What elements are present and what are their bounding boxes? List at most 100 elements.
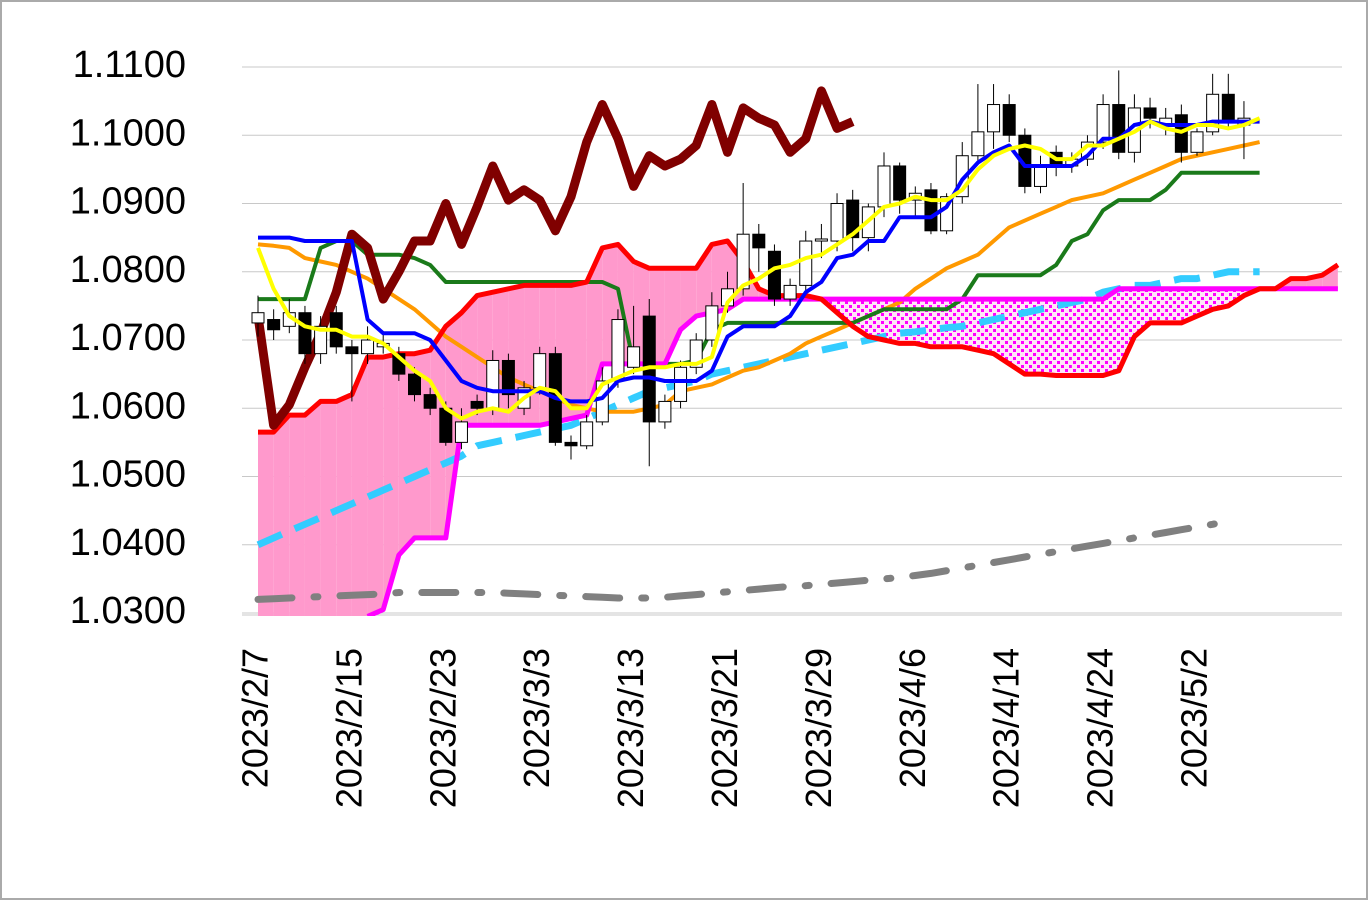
candle-body (361, 339, 375, 355)
y-tick-label: 1.0700 (70, 317, 186, 359)
cloud (1165, 288, 1182, 323)
grid (242, 66, 1342, 616)
x-tick-label: 2023/2/23 (422, 648, 463, 808)
cloud (273, 415, 290, 616)
x-tick-label: 2023/5/2 (1174, 648, 1215, 788)
cloud (1071, 299, 1088, 376)
cloud (946, 299, 963, 347)
x-tick-label: 2023/4/14 (986, 648, 1027, 808)
candle-body (627, 346, 641, 368)
candle-body (1221, 93, 1235, 123)
y-tick-label: 1.1000 (70, 112, 186, 154)
cloud (837, 299, 853, 327)
cloud (1009, 299, 1025, 375)
candle-body (298, 312, 312, 355)
cloud (899, 299, 916, 344)
cloud (351, 357, 368, 616)
candle-body (345, 346, 359, 355)
y-tick-label: 1.0800 (70, 249, 186, 291)
candle-body (1190, 131, 1204, 153)
cloud (258, 432, 274, 616)
x-tick-label: 2023/3/29 (798, 648, 839, 808)
candle-body (658, 400, 672, 423)
candle-body (846, 199, 860, 239)
line (253, 86, 855, 430)
candle-body (767, 250, 781, 300)
candle-body (705, 305, 719, 341)
plot-area (251, 70, 1340, 616)
candle-body (1034, 165, 1047, 187)
candle-body (611, 319, 625, 382)
cloud (930, 299, 947, 347)
cloud (461, 295, 478, 426)
candle-body (799, 240, 813, 286)
candle-body (470, 400, 484, 409)
cloud (383, 353, 399, 610)
x-tick-label: 2023/2/15 (328, 648, 369, 808)
x-tick-label: 2023/3/3 (516, 648, 557, 788)
candle-body (486, 359, 500, 409)
cloud (430, 326, 446, 538)
y-tick-label: 1.0300 (70, 590, 186, 632)
cloud (664, 268, 681, 364)
cloud (1087, 299, 1104, 376)
candle-body (877, 165, 891, 208)
cloud (367, 357, 384, 616)
cloud (1212, 288, 1229, 310)
cloud (304, 401, 321, 616)
candle-body (971, 131, 985, 157)
candle-body (564, 441, 578, 447)
x-tick-label: 2023/4/6 (892, 648, 933, 788)
candle-body (736, 233, 750, 290)
cloud (1150, 288, 1166, 323)
cloud (571, 281, 587, 419)
candle-body (251, 312, 265, 324)
candle-body (893, 165, 907, 201)
candle-body (454, 421, 468, 443)
cloud (1024, 299, 1041, 375)
x-tick-label: 2023/3/21 (704, 648, 745, 808)
cloud (1181, 288, 1197, 323)
line (258, 170, 1260, 366)
candle-body (674, 366, 688, 402)
candle-body (580, 421, 594, 447)
candle-body (1096, 104, 1110, 143)
y-tick-label: 1.1100 (73, 44, 186, 86)
axis-labels: 1.0300 1.0400 1.0500 1.0600 1.0700 1.0800 1.09… (70, 44, 1215, 808)
line (258, 119, 1260, 404)
y-tick-label: 1.0500 (70, 454, 186, 496)
cloud (1056, 299, 1072, 376)
cloud (289, 415, 305, 616)
candle-body (501, 359, 515, 396)
cloud (962, 299, 978, 351)
cloud (977, 299, 994, 354)
x-tick-label: 2023/3/13 (610, 648, 651, 808)
cloud (1118, 288, 1135, 371)
candle-body (533, 353, 547, 389)
candle-body (987, 104, 1001, 133)
line (257, 140, 1261, 414)
candle-body (1143, 107, 1157, 119)
cloud (696, 244, 712, 317)
candle-body (830, 203, 844, 242)
candle-body (423, 394, 437, 409)
cloud (1290, 278, 1307, 289)
candle-body (267, 319, 281, 331)
line (366, 286, 1338, 616)
cloud (445, 312, 462, 538)
candle-body (752, 233, 766, 249)
y-tick-label: 1.0400 (70, 522, 186, 564)
line (254, 517, 1232, 603)
cloud (915, 299, 931, 347)
line (256, 268, 1260, 549)
candle-body (408, 373, 421, 396)
y-tick-label: 1.0600 (70, 385, 186, 427)
cloud (398, 353, 415, 555)
candle-body (924, 189, 938, 232)
cloud (680, 268, 697, 330)
candle-body (314, 325, 328, 355)
line (258, 238, 1340, 435)
cloud (1322, 264, 1338, 289)
x-tick-label: 2023/2/7 (235, 648, 276, 788)
